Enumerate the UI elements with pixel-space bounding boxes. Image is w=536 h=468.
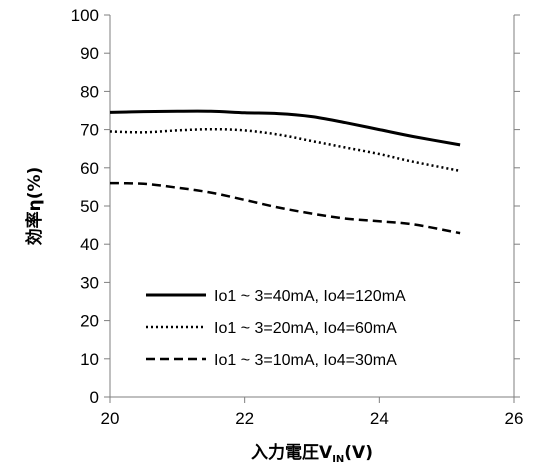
- y-tick-label: 70: [80, 121, 99, 140]
- y-tick-label: 30: [80, 273, 99, 292]
- x-tick-label: 20: [101, 409, 120, 428]
- series-line-solid: [109, 109, 461, 147]
- legend: Io1 ~ 3=40mA, Io4=120mA Io1 ~ 3=20mA, Io…: [146, 288, 406, 369]
- legend-entry-1: Io1 ~ 3=40mA, Io4=120mA: [214, 288, 406, 305]
- x-axis-title-unit: (V): [344, 443, 373, 463]
- x-axis-title-subscript: IN: [332, 454, 344, 465]
- legend-entry-2: Io1 ~ 3=20mA, Io4=60mA: [214, 320, 397, 337]
- y-tick-label: 50: [80, 197, 99, 216]
- y-tick-label: 60: [80, 159, 99, 178]
- x-tick-label: 22: [235, 409, 254, 428]
- y-axis-title: 効率η(%): [24, 167, 45, 246]
- y-tick-label: 90: [80, 44, 99, 63]
- x-axis-ticks: 20 22 24 26: [101, 397, 524, 428]
- y-tick-label: 20: [80, 312, 99, 331]
- x-axis-title-main: 入力電圧V: [251, 442, 333, 463]
- y-tick-label: 100: [71, 6, 99, 25]
- series-lines: [109, 109, 461, 235]
- y-tick-label: 80: [80, 82, 99, 101]
- series-line-dashed: [109, 181, 461, 235]
- x-tick-label: 26: [505, 409, 524, 428]
- x-tick-label: 24: [370, 409, 389, 428]
- y-tick-label: 10: [80, 350, 99, 369]
- legend-entry-3: Io1 ~ 3=10mA, Io4=30mA: [214, 352, 397, 369]
- y-tick-label: 40: [80, 235, 99, 254]
- series-line-dotted: [109, 127, 461, 173]
- y-axis-ticks: 0 10 20 30 40 50 60 70 80 90 100: [71, 6, 520, 407]
- y-tick-label: 0: [90, 388, 99, 407]
- x-axis-title: 入力電圧VIN(V): [251, 442, 373, 465]
